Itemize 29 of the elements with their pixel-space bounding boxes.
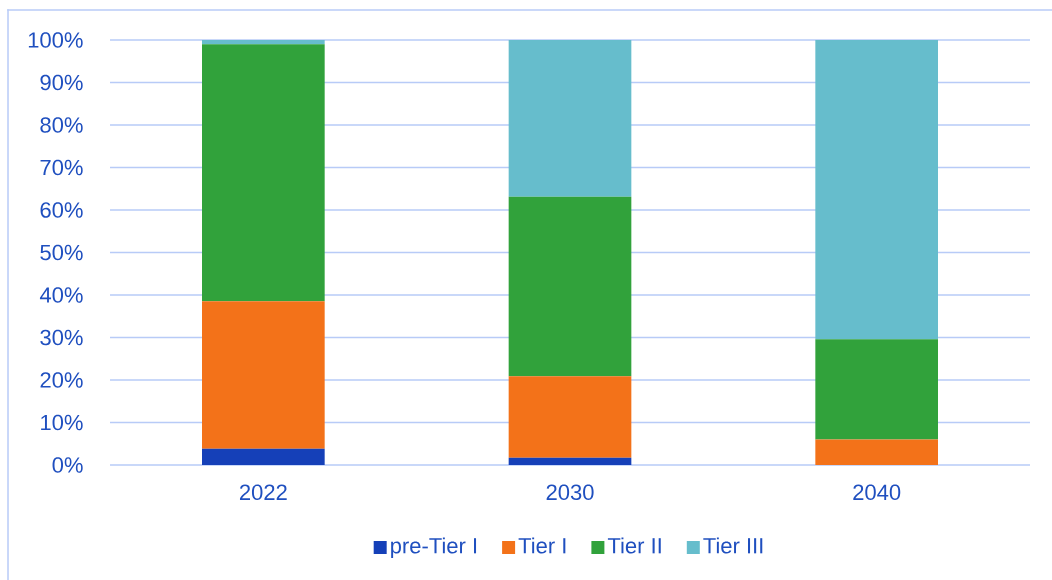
y-tick-label: 20% [40,372,83,388]
y-tick-label: 50% [40,244,83,261]
y-tick-label: 0% [52,457,83,473]
y-tick-label: 90% [40,74,83,91]
bar [508,457,632,465]
x-tick-label: 2030 [546,484,594,501]
y-tick-label: 70% [40,159,83,176]
bar [202,39,325,45]
bar [202,448,325,465]
bar [508,39,632,197]
y-tick-label: 60% [40,202,83,218]
bar [508,196,632,377]
legend-label: Tier III [703,537,763,554]
y-tick-label: 30% [40,329,83,346]
y-tick-label: 80% [40,117,83,133]
bar [202,301,325,449]
y-tick-label: 40% [39,287,83,303]
x-tick-label: 2022 [239,484,287,501]
y-tick-label: 100% [28,32,83,48]
y-tick-label: 10% [41,414,83,431]
bar [508,376,632,458]
bar [815,339,938,440]
legend-label: Tier II [607,537,661,554]
legend-label: Tier I [518,537,566,554]
legend-label: pre-Tier I [391,537,477,558]
bar [815,39,938,340]
bar [815,439,938,465]
bar [202,44,325,302]
x-tick-label: 2040 [853,484,901,501]
